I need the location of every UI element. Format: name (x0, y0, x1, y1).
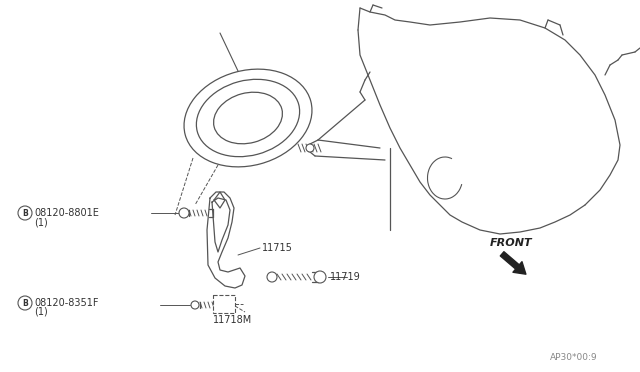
Text: (1): (1) (34, 217, 48, 227)
Circle shape (179, 208, 189, 218)
Circle shape (306, 144, 314, 152)
Text: (1): (1) (34, 307, 48, 317)
Text: 11718M: 11718M (213, 315, 252, 325)
Ellipse shape (214, 92, 282, 144)
Text: 11719: 11719 (330, 272, 361, 282)
Circle shape (314, 271, 326, 283)
Circle shape (18, 296, 32, 310)
FancyBboxPatch shape (213, 295, 235, 313)
Text: 11715: 11715 (262, 243, 293, 253)
Text: B: B (22, 298, 28, 308)
Circle shape (18, 206, 32, 220)
Circle shape (191, 301, 199, 309)
Ellipse shape (184, 69, 312, 167)
Circle shape (267, 272, 277, 282)
Text: 08120-8801E: 08120-8801E (34, 208, 99, 218)
Text: AP30*00:9: AP30*00:9 (550, 353, 598, 362)
Ellipse shape (196, 79, 300, 157)
Text: 08120-8351F: 08120-8351F (34, 298, 99, 308)
FancyArrowPatch shape (500, 252, 526, 274)
Text: FRONT: FRONT (490, 238, 532, 248)
Text: B: B (22, 208, 28, 218)
